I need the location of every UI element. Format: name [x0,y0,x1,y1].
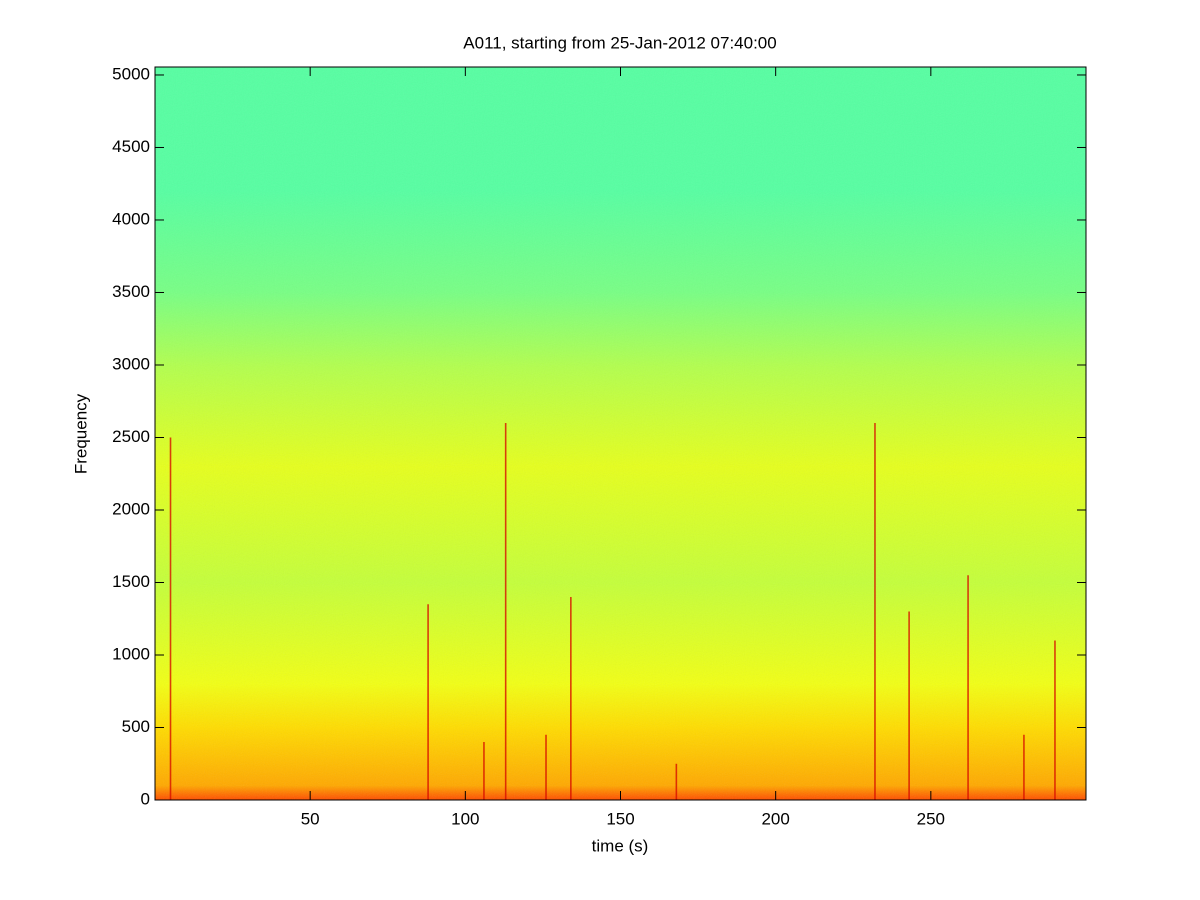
x-tick-label: 100 [451,809,479,828]
y-tick-label: 2500 [112,427,150,446]
y-tick-label: 3500 [112,282,150,301]
noise-texture [155,67,1086,800]
y-tick-label: 0 [141,789,150,808]
y-tick-label: 2000 [112,499,150,518]
x-tick-label: 50 [301,809,320,828]
y-axis-label: Frequency [71,393,90,474]
y-tick-label: 3000 [112,354,150,373]
y-tick-label: 4500 [112,137,150,156]
y-tick-label: 4000 [112,209,150,228]
x-axis-label: time (s) [592,836,649,855]
transients [169,422,1056,800]
y-tick-label: 1500 [112,572,150,591]
x-tick-label: 200 [761,809,789,828]
y-tick-label: 500 [122,717,150,736]
y-tick-label: 5000 [112,64,150,83]
chart-title: A011, starting from 25-Jan-2012 07:40:00 [463,33,776,52]
y-tick-label: 1000 [112,644,150,663]
x-tick-label: 250 [917,809,945,828]
x-tick-label: 150 [606,809,634,828]
